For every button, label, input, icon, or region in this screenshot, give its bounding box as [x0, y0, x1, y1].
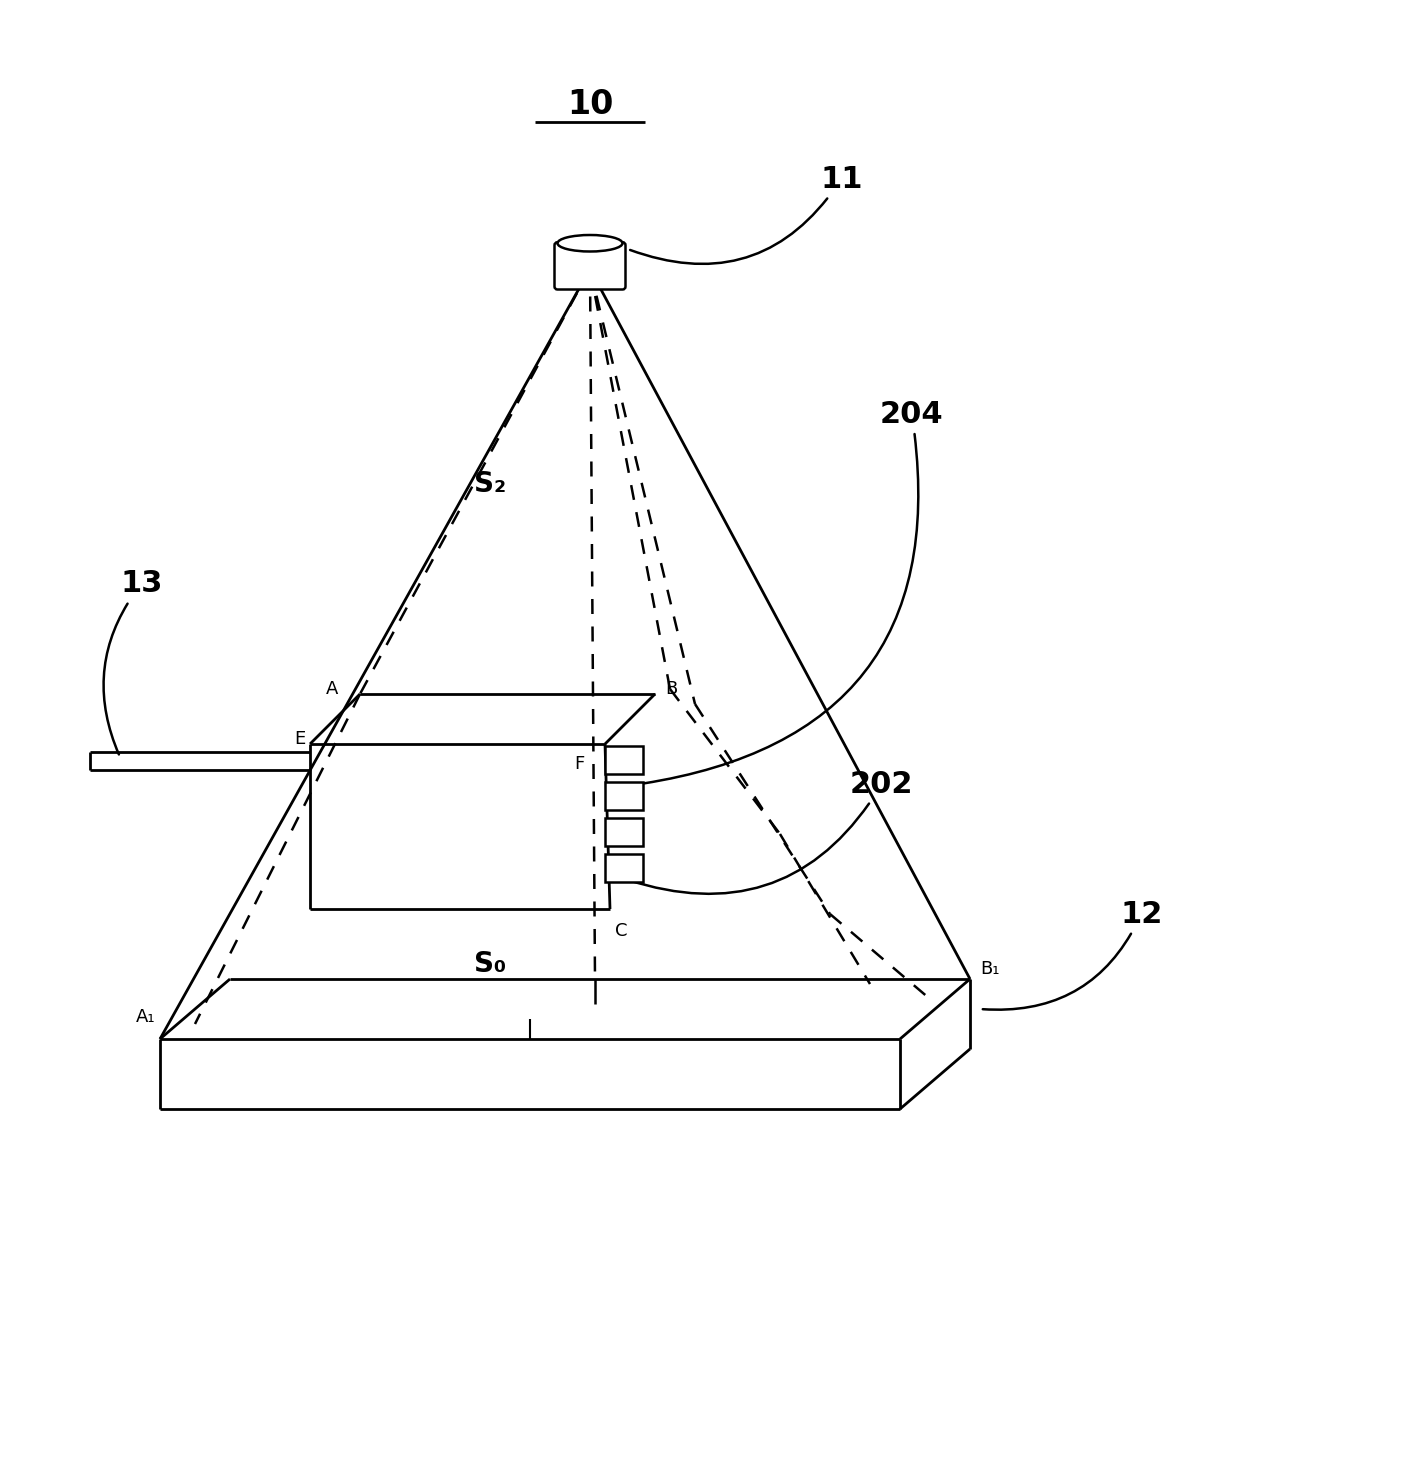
- Text: 204: 204: [642, 400, 943, 783]
- Bar: [605, 854, 643, 881]
- Text: 12: 12: [983, 899, 1163, 1010]
- Text: E: E: [294, 731, 306, 748]
- Text: B₁: B₁: [980, 960, 1000, 978]
- Text: B: B: [665, 679, 677, 698]
- Text: F: F: [574, 755, 584, 773]
- Text: 13: 13: [104, 569, 162, 754]
- Bar: [605, 818, 643, 846]
- Text: C: C: [615, 922, 628, 940]
- Ellipse shape: [558, 236, 622, 252]
- Text: S₂: S₂: [474, 470, 505, 498]
- FancyBboxPatch shape: [555, 242, 625, 290]
- Text: 10: 10: [567, 88, 614, 120]
- Text: A₁: A₁: [135, 1009, 155, 1026]
- Text: S₀: S₀: [474, 950, 505, 978]
- Text: 11: 11: [631, 164, 863, 264]
- Text: A: A: [325, 679, 338, 698]
- Bar: [605, 782, 643, 810]
- Text: 202: 202: [628, 770, 914, 895]
- Bar: [605, 747, 643, 774]
